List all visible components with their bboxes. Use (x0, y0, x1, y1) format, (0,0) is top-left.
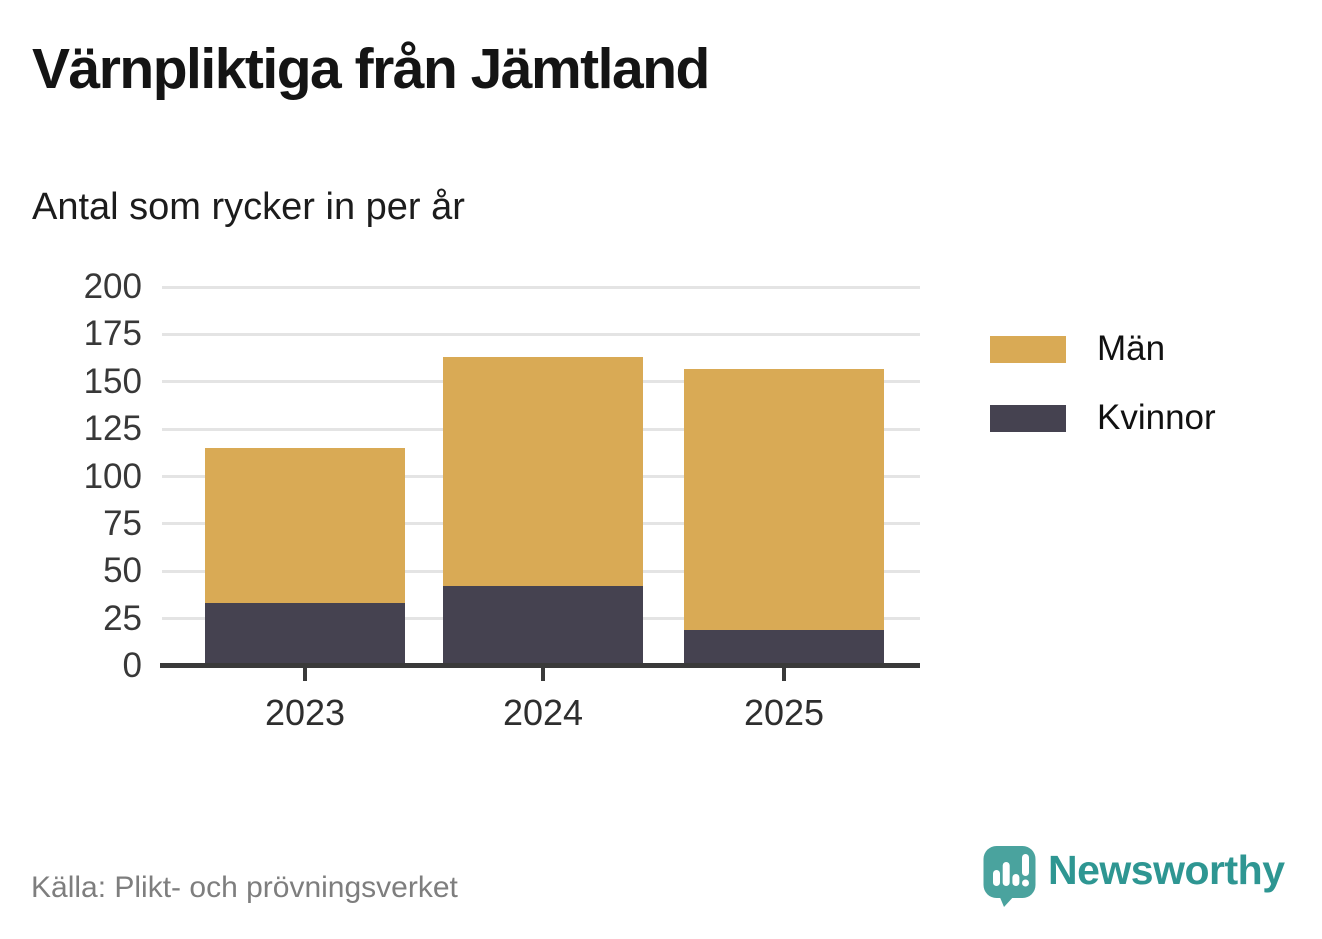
legend-item-kvinnor: Kvinnor (990, 398, 1216, 438)
bar-2024 (443, 357, 643, 666)
legend-label-män: Män (1097, 329, 1166, 368)
bar-segment-kvinnor-2024 (443, 586, 643, 666)
gridline-200 (162, 285, 920, 289)
bar-2025 (684, 368, 884, 666)
y-tick-label: 50 (103, 551, 142, 591)
x-tick-2023 (303, 668, 307, 681)
y-tick-label: 150 (83, 361, 142, 401)
chart-subtitle: Antal som rycker in per år (32, 186, 465, 228)
bar-2023 (205, 448, 405, 666)
newsworthy-icon (983, 845, 1036, 913)
y-tick-label: 200 (83, 267, 142, 306)
source-note: Källa: Plikt- och prövningsverket (31, 871, 458, 904)
bar-segment-kvinnor-2025 (684, 630, 884, 666)
y-tick-label: 25 (103, 598, 142, 638)
plot-area (162, 285, 920, 666)
legend-item-män: Män (990, 329, 1216, 369)
bar-segment-män-2025 (684, 368, 884, 630)
legend-label-kvinnor: Kvinnor (1097, 398, 1216, 437)
y-tick-label: 175 (83, 314, 142, 354)
y-tick-label: 100 (83, 456, 142, 496)
chart-title: Värnpliktiga från Jämtland (32, 37, 710, 101)
x-tick-2024 (541, 668, 545, 681)
bar-segment-män-2024 (443, 357, 643, 587)
x-tick-label-2023: 2023 (264, 692, 346, 733)
x-tick-label-2024: 2024 (502, 692, 584, 733)
x-axis-line (160, 663, 920, 668)
bar-segment-män-2023 (205, 448, 405, 604)
y-tick-label: 0 (122, 646, 142, 685)
legend-swatch-kvinnor (990, 404, 1066, 432)
x-tick-2025 (782, 668, 786, 681)
legend-swatch-män (990, 335, 1066, 363)
legend: Män Kvinnor (990, 329, 1216, 438)
y-tick-label: 125 (83, 409, 142, 449)
gridline-175 (162, 332, 920, 336)
brand-wordmark: Newsworthy (1048, 847, 1285, 893)
bar-segment-kvinnor-2023 (205, 603, 405, 666)
x-tick-label-2025: 2025 (743, 692, 825, 733)
brand-logo: Newsworthy (983, 845, 1285, 913)
y-tick-label: 75 (103, 503, 142, 543)
